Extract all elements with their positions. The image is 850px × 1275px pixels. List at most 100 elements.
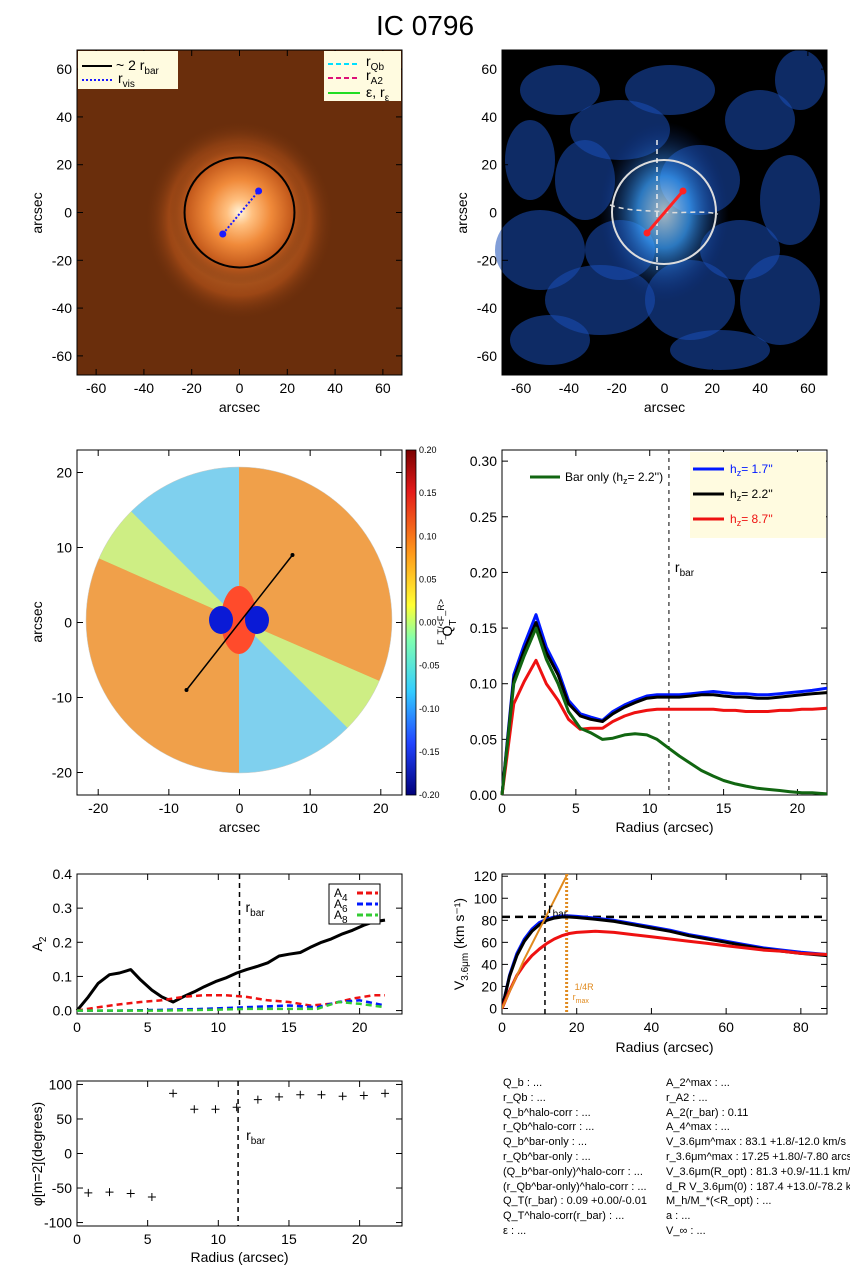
- colorbar-tick-label: 0.00: [419, 618, 437, 628]
- phase-rbar-label: rbar: [246, 1127, 266, 1147]
- torque-map-ytick-label: 10: [56, 540, 72, 556]
- galaxy-image-xtick-label: 40: [327, 380, 343, 396]
- phase-point: [211, 1105, 220, 1114]
- rotation-chart-xtick-label: 80: [793, 1019, 809, 1035]
- residual-image-ylabel: arcsec: [454, 192, 470, 233]
- colorbar-label: F_T/<F_R>: [436, 599, 446, 645]
- a2-chart-xtick-label: 0: [73, 1019, 81, 1035]
- a2-series-line: [76, 993, 385, 1012]
- residual-image-xtick-label: -60: [511, 380, 531, 396]
- a2-chart-ytick-label: 0.1: [53, 968, 73, 984]
- info-right-item: r_A2 : ...: [666, 1091, 708, 1104]
- rotation-series-line: [502, 915, 827, 1009]
- legend-label-rvis: rvis: [118, 70, 135, 90]
- info-right-item: A_2(r_bar) : 0.11: [666, 1106, 749, 1119]
- phase-chart-xtick-label: 20: [352, 1231, 368, 1247]
- galaxy-image-xtick-label: 20: [280, 380, 296, 396]
- residual-image-ytick-label: 0: [489, 205, 497, 221]
- qt-legend-label: hz= 2.2'': [730, 487, 773, 503]
- phase-chart-xtick-label: 5: [144, 1231, 152, 1247]
- phase-point: [84, 1188, 93, 1197]
- galaxy-image-xtick-label: -60: [86, 380, 106, 396]
- legend-left-box: [78, 51, 178, 89]
- rotation-chart-ytick-label: 80: [481, 912, 497, 928]
- bar-end-point: [255, 187, 263, 195]
- colorbar: [405, 449, 417, 796]
- rotation-series-line: [502, 874, 569, 1009]
- bar-radius-circle: [183, 156, 296, 269]
- residual-image-xlabel: arcsec: [644, 399, 685, 415]
- rotation-chart-xtick-label: 0: [498, 1019, 506, 1035]
- a2-chart-ytick-label: 0.0: [53, 1003, 73, 1019]
- info-right-item: M_h/M_*(<R_opt) : ...: [666, 1195, 772, 1208]
- phase-point: [253, 1095, 262, 1104]
- rotation-chart-ylabel: V3.6μm (km s⁻¹): [451, 898, 471, 990]
- rotation-chart-xtick-label: 60: [718, 1019, 734, 1035]
- a2-chart-xtick-label: 5: [144, 1019, 152, 1035]
- qt-series-line: [500, 621, 828, 796]
- rotation-series-line: [502, 929, 827, 1010]
- torque-map-xtick-label: -20: [88, 800, 108, 816]
- torque-map-ytick-label: 0: [64, 615, 72, 631]
- galaxy-image-ytick-label: 20: [56, 157, 72, 173]
- torque-bar-end: [184, 688, 189, 692]
- phase-point: [296, 1090, 305, 1099]
- rotation-rmax-label: rmax: [573, 992, 590, 1005]
- galaxy-image-xlabel: arcsec: [219, 399, 260, 415]
- qt-chart-frame: [501, 449, 828, 796]
- rotation-chart-ytick-label: 20: [481, 978, 497, 994]
- qt-chart-ytick-label: 0.15: [470, 620, 497, 636]
- info-right-column: A_2^max : ... r_A2 : ... A_2(r_bar) : 0.11…: [666, 1076, 850, 1239]
- rotation-rbar-label: rbar: [548, 900, 568, 920]
- info-left-item: r_Qb : ...: [503, 1091, 546, 1104]
- residual-image-ytick-label: -60: [477, 348, 497, 364]
- phase-chart-ytick-label: 50: [56, 1111, 72, 1127]
- phase-point: [381, 1089, 390, 1098]
- residual-image-xtick-label: -20: [607, 380, 627, 396]
- torque-center-blue: [209, 606, 233, 634]
- rotation-chart-frame: [501, 873, 828, 1015]
- info-left-item: r_Qb^halo-corr : ...: [503, 1121, 595, 1134]
- residual-blob: [505, 120, 555, 200]
- qt-rbar-label: rbar: [675, 559, 695, 579]
- info-left-item: r_Qb^bar-only : ...: [503, 1150, 591, 1163]
- residual-blob: [670, 330, 770, 370]
- colorbar-tick-label: -0.05: [419, 661, 440, 671]
- torque-map-xtick-label: 10: [302, 800, 318, 816]
- qt-chart-ytick-label: 0.00: [470, 787, 497, 803]
- qt-chart-ylabel: QT: [439, 620, 459, 637]
- rotation-chart-ytick-label: 40: [481, 956, 497, 972]
- torque-map-xlabel: arcsec: [219, 819, 260, 835]
- torque-map-ytick-label: 20: [56, 465, 72, 481]
- torque-bar-end: [290, 553, 295, 557]
- info-right-item: V_3.6μm^max : 83.1 +1.8/-12.0 km/s: [666, 1136, 846, 1149]
- qt-chart-xtick-label: 15: [716, 800, 732, 816]
- a2-chart-xtick-label: 20: [352, 1019, 368, 1035]
- qt-series-line: [500, 626, 828, 796]
- phase-point: [169, 1089, 178, 1098]
- phase-point: [147, 1193, 156, 1201]
- a2-legend-label: A4: [334, 886, 348, 904]
- galaxy-image-xtick-label: -40: [134, 380, 154, 396]
- phase-point: [190, 1105, 199, 1114]
- residual-blob: [760, 155, 820, 245]
- info-right-item: V_∞ : ...: [666, 1224, 706, 1237]
- residual-blob: [625, 65, 715, 115]
- phase-point: [359, 1091, 368, 1100]
- qt-series-line: [500, 658, 828, 796]
- residual-bar-line: [645, 190, 685, 234]
- rotation-chart-xtick-label: 20: [569, 1019, 585, 1035]
- residual-image-ytick-label: -20: [477, 252, 497, 268]
- a2-chart-ytick-label: 0.4: [53, 866, 73, 882]
- residual-image-xtick-label: 40: [752, 380, 768, 396]
- rotation-rmax-sup: 1/4R: [575, 982, 595, 992]
- residual-image-ytick-label: 40: [481, 109, 497, 125]
- residual-bar-end: [679, 187, 687, 195]
- torque-map-xtick-label: 20: [373, 800, 389, 816]
- a2-chart-xtick-label: 10: [211, 1019, 227, 1035]
- info-right-item: A_2^max : ...: [666, 1077, 730, 1089]
- residual-image-xtick-label: 20: [705, 380, 721, 396]
- info-right-item: d_R V_3.6μm(0) : 187.4 +13.0/-78.2 km/s/…: [666, 1180, 850, 1193]
- qt-chart-ytick-label: 0.20: [470, 564, 497, 580]
